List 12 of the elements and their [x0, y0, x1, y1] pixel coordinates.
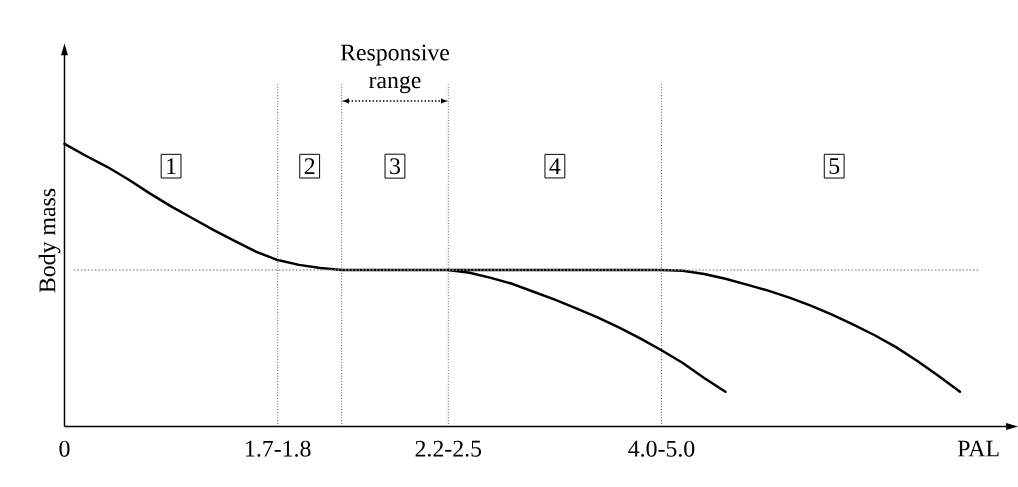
x-tick-label: 4.0-5.0	[628, 440, 695, 457]
x-axis-title: PAL	[957, 440, 999, 457]
annotation: 5	[829, 158, 840, 175]
x-tick-label: 0	[59, 440, 70, 457]
annotation: 3	[390, 158, 400, 175]
x-tick-label: 2.2-2.5	[415, 440, 482, 457]
annotation: 4	[549, 158, 561, 174]
y-axis-title: Body mass	[38, 188, 61, 293]
annotation: 2	[304, 158, 315, 175]
annotation: 1	[167, 158, 176, 174]
text: Responsive range	[340, 44, 450, 94]
x-tick-label: 1.7-1.8	[246, 440, 311, 457]
